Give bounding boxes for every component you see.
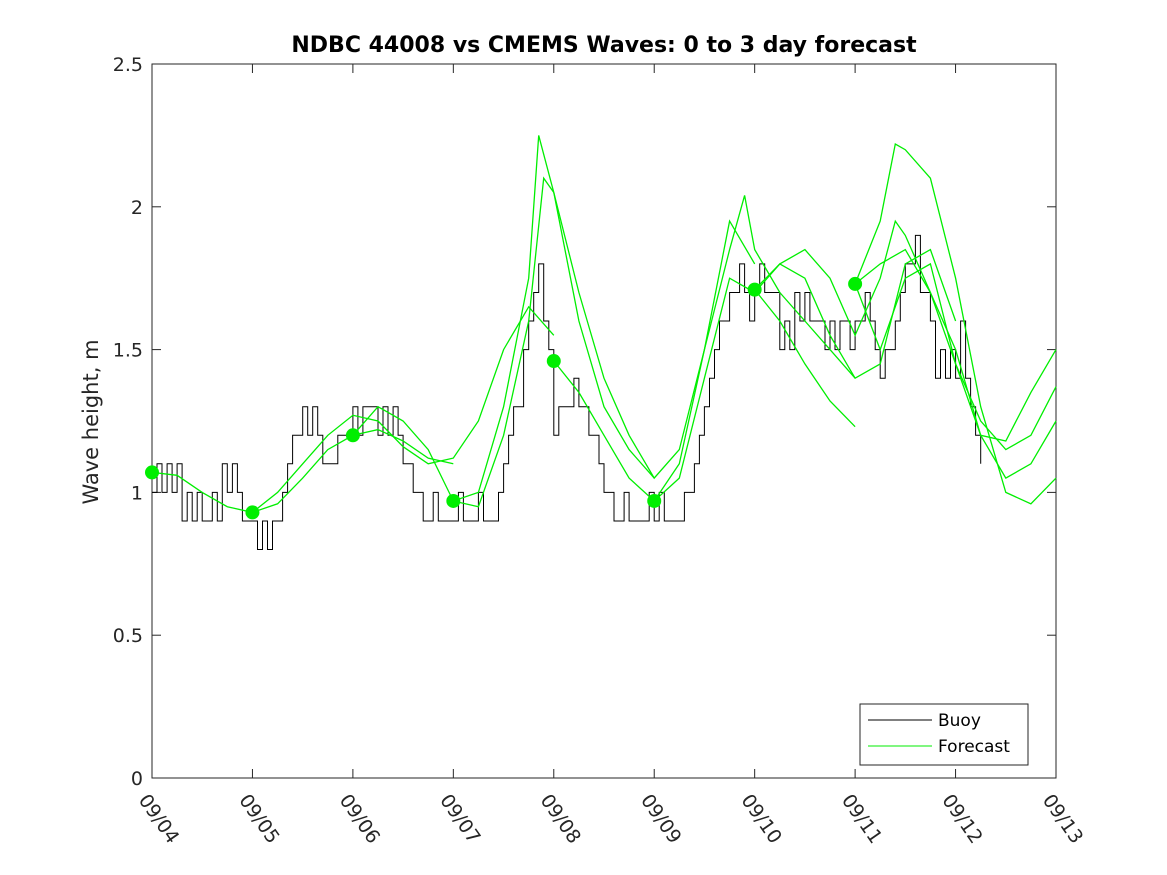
- forecast-line: [854, 262, 1057, 451]
- y-tick-label: 1: [131, 482, 143, 504]
- y-tick-label: 1.5: [113, 340, 143, 362]
- forecast-marker: [848, 276, 863, 291]
- forecast-marker: [546, 354, 561, 369]
- forecast-line: [754, 219, 1057, 479]
- forecast-line: [854, 142, 1057, 505]
- y-tick-label: 0.5: [113, 625, 143, 647]
- legend: Buoy Forecast: [859, 703, 1029, 766]
- y-tick-label: 2.5: [113, 54, 143, 76]
- forecast-marker: [747, 282, 762, 297]
- y-tick-label: 0: [131, 768, 143, 790]
- forecast-line: [854, 248, 1057, 442]
- forecast-line: [653, 195, 957, 502]
- y-axis-label: Wave height, m: [79, 339, 103, 504]
- forecast-marker: [245, 505, 260, 520]
- forecast-line: [754, 289, 856, 428]
- forecast-marker: [647, 493, 662, 508]
- forecast-marker: [145, 465, 159, 480]
- forecast-line: [352, 135, 655, 502]
- legend-forecast-label: Forecast: [938, 737, 1010, 757]
- forecast-marker: [446, 493, 461, 508]
- forecast-marker: [345, 428, 360, 443]
- legend-buoy-label: Buoy: [938, 711, 981, 731]
- legend-box: [859, 703, 1029, 766]
- chart-title: NDBC 44008 vs CMEMS Waves: 0 to 3 day fo…: [291, 33, 917, 58]
- forecast-line: [553, 263, 856, 502]
- forecast-line: [251, 305, 555, 513]
- forecast-line: [151, 428, 454, 514]
- y-tick-label: 2: [131, 197, 143, 219]
- buoy-line: [152, 234, 982, 550]
